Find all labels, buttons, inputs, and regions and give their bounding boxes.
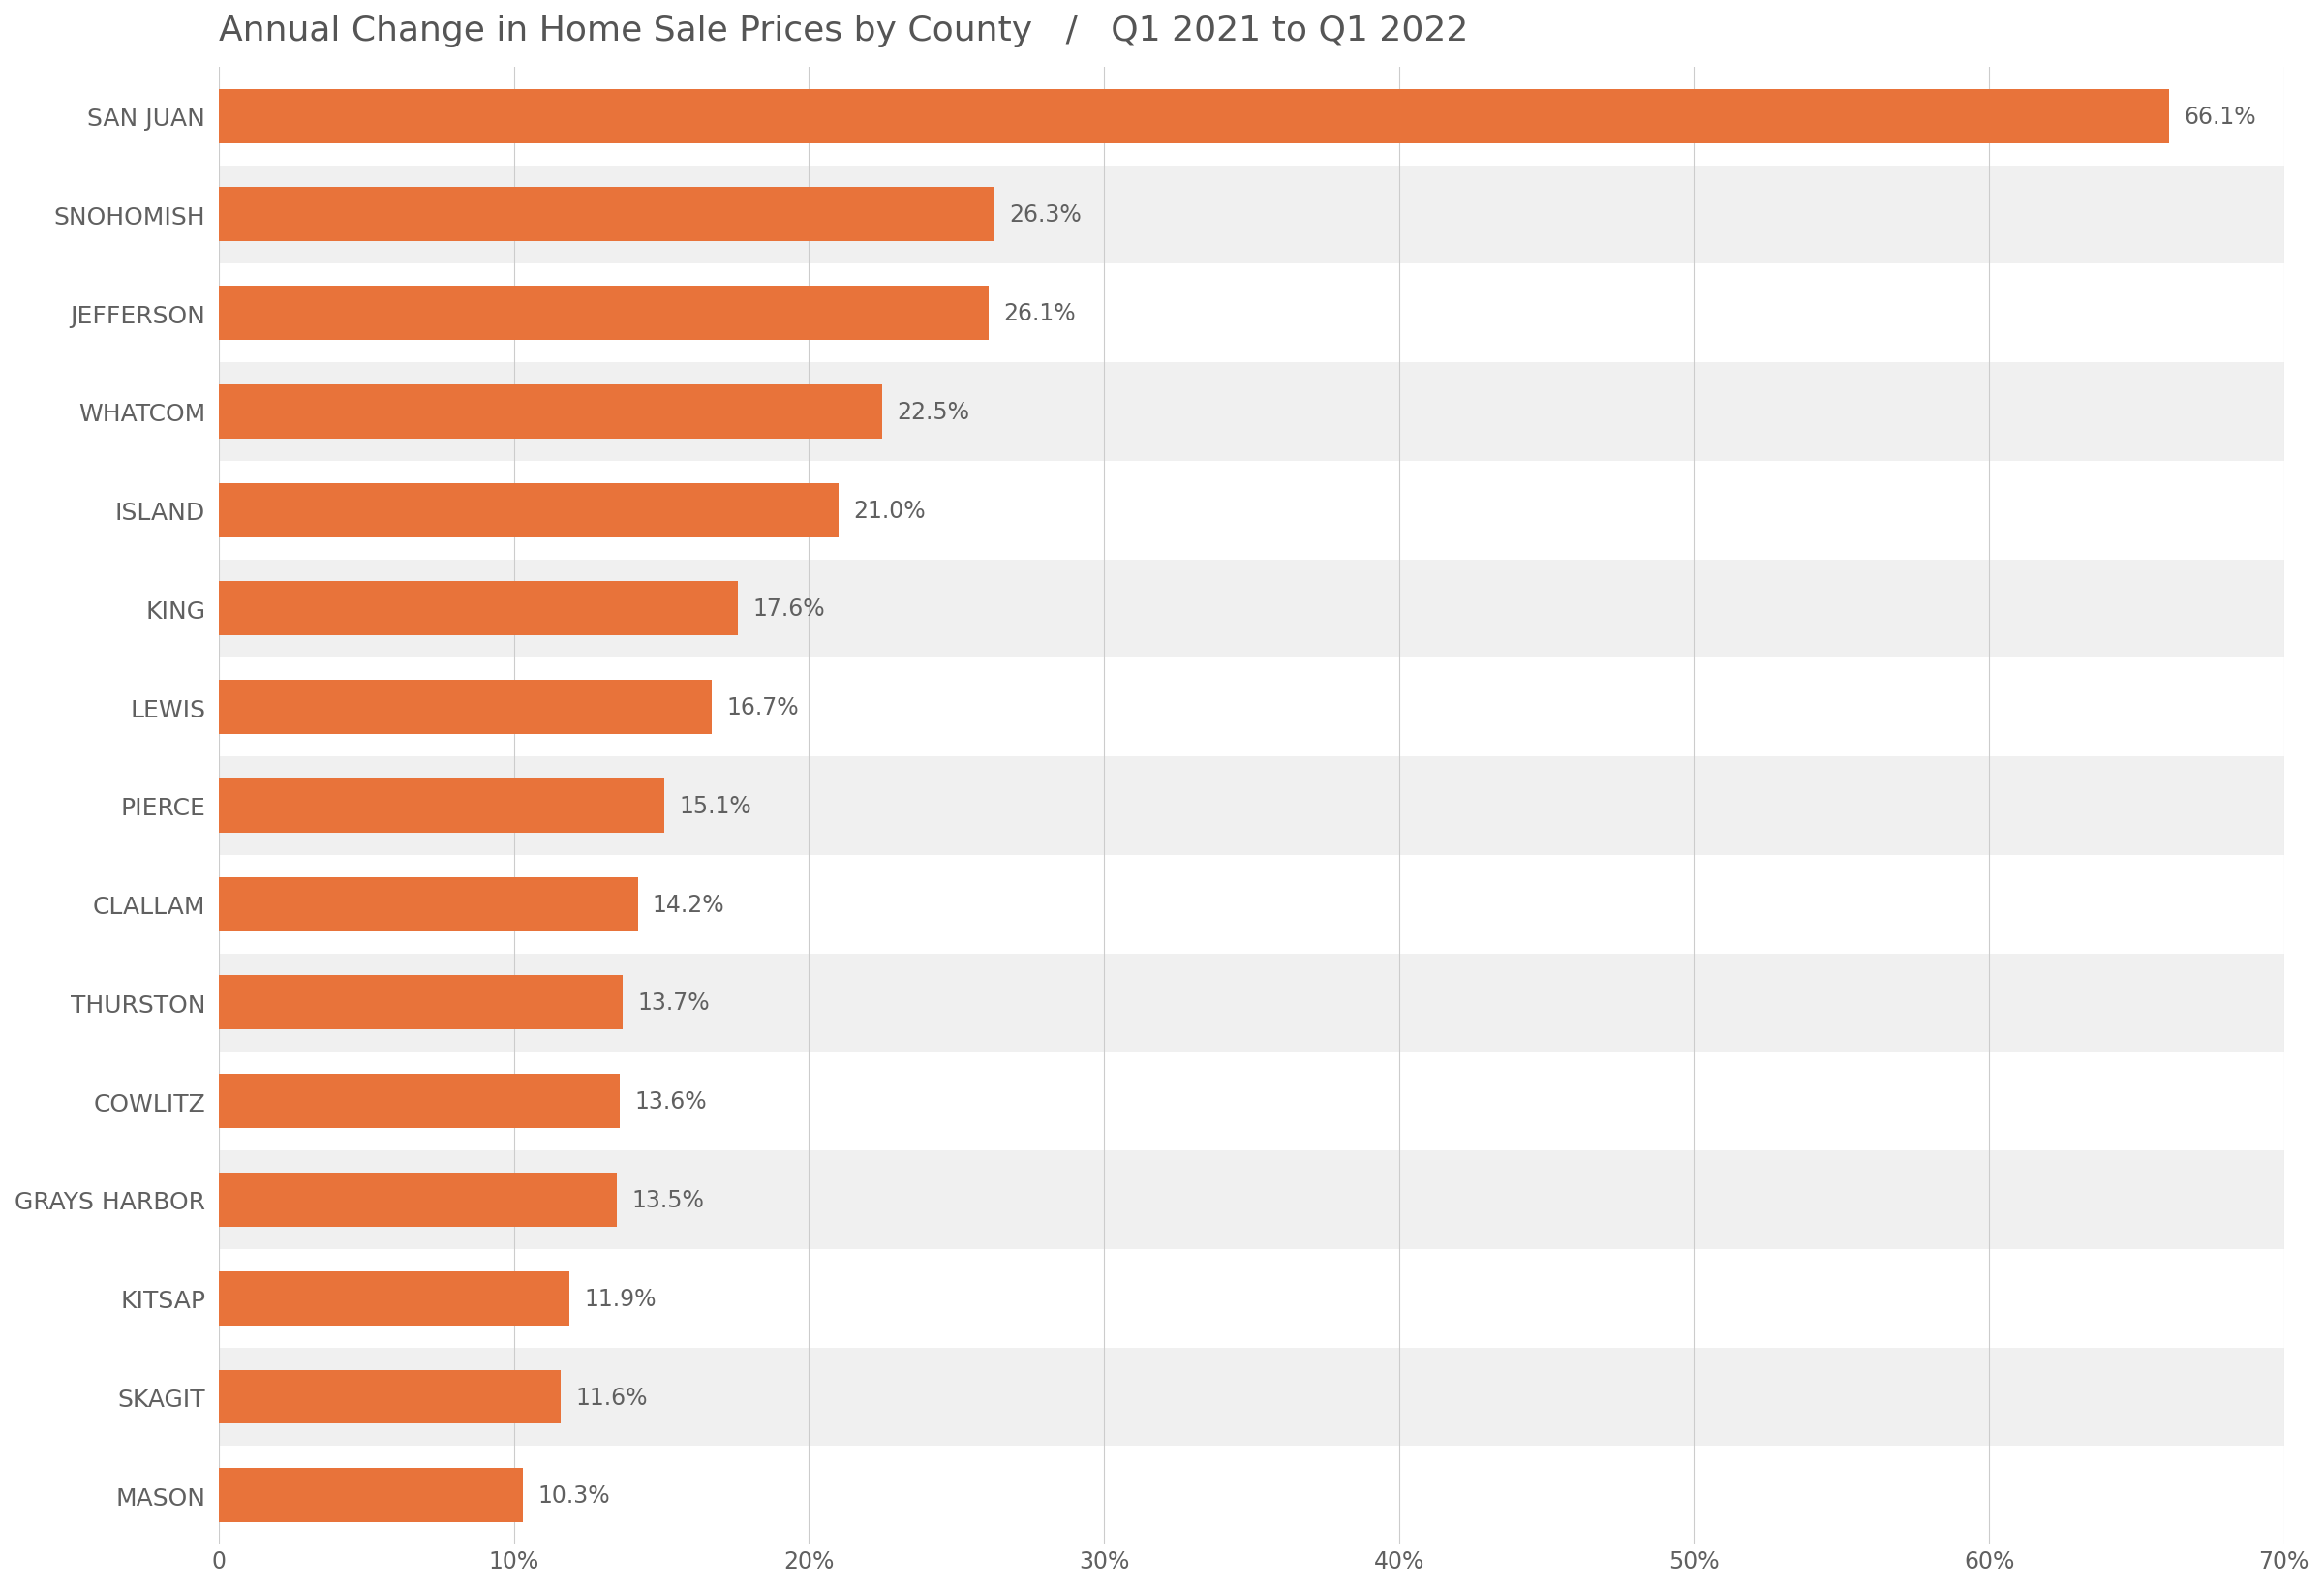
Text: 10.3%: 10.3% (537, 1484, 609, 1508)
Text: 13.6%: 13.6% (634, 1090, 706, 1112)
Text: 17.6%: 17.6% (753, 597, 825, 621)
Text: Annual Change in Home Sale Prices by County   /   Q1 2021 to Q1 2022: Annual Change in Home Sale Prices by Cou… (218, 14, 1469, 48)
Bar (218, 1173, 618, 1227)
Bar (218, 779, 665, 833)
Bar (218, 1370, 560, 1424)
Text: 11.6%: 11.6% (576, 1385, 648, 1409)
Bar (218, 560, 2284, 659)
Bar (218, 167, 2284, 265)
Bar (218, 582, 739, 636)
Bar (218, 1151, 2284, 1249)
Text: 26.3%: 26.3% (1009, 203, 1083, 227)
Bar (218, 976, 623, 1030)
Text: 26.1%: 26.1% (1004, 302, 1076, 325)
Bar (218, 484, 839, 538)
Text: 11.9%: 11.9% (586, 1287, 658, 1309)
Bar (218, 363, 2284, 462)
Text: 66.1%: 66.1% (2185, 105, 2257, 129)
Bar (218, 681, 711, 735)
Text: 15.1%: 15.1% (679, 795, 751, 817)
Bar (218, 954, 2284, 1052)
Bar (218, 878, 637, 932)
Bar (218, 90, 2168, 144)
Text: 13.7%: 13.7% (637, 992, 709, 1014)
Bar (218, 189, 995, 243)
Bar (218, 1074, 621, 1128)
Bar (218, 757, 2284, 855)
Bar (218, 287, 988, 341)
Bar (218, 1468, 523, 1522)
Text: 14.2%: 14.2% (653, 893, 725, 916)
Text: 21.0%: 21.0% (853, 498, 925, 522)
Bar (218, 1271, 569, 1325)
Text: 22.5%: 22.5% (897, 400, 969, 424)
Text: 13.5%: 13.5% (632, 1189, 704, 1211)
Text: 16.7%: 16.7% (725, 697, 799, 719)
Bar (218, 386, 883, 440)
Bar (218, 1347, 2284, 1446)
